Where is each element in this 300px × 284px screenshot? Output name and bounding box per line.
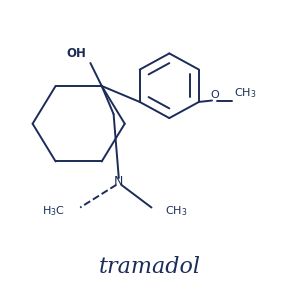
Text: CH$_3$: CH$_3$ bbox=[234, 86, 256, 100]
Text: CH$_3$: CH$_3$ bbox=[165, 204, 187, 218]
Text: OH: OH bbox=[66, 47, 86, 60]
Text: N: N bbox=[114, 175, 124, 188]
Text: tramadol: tramadol bbox=[99, 256, 201, 278]
Text: O: O bbox=[210, 90, 219, 100]
Text: H$_3$C: H$_3$C bbox=[42, 204, 65, 218]
